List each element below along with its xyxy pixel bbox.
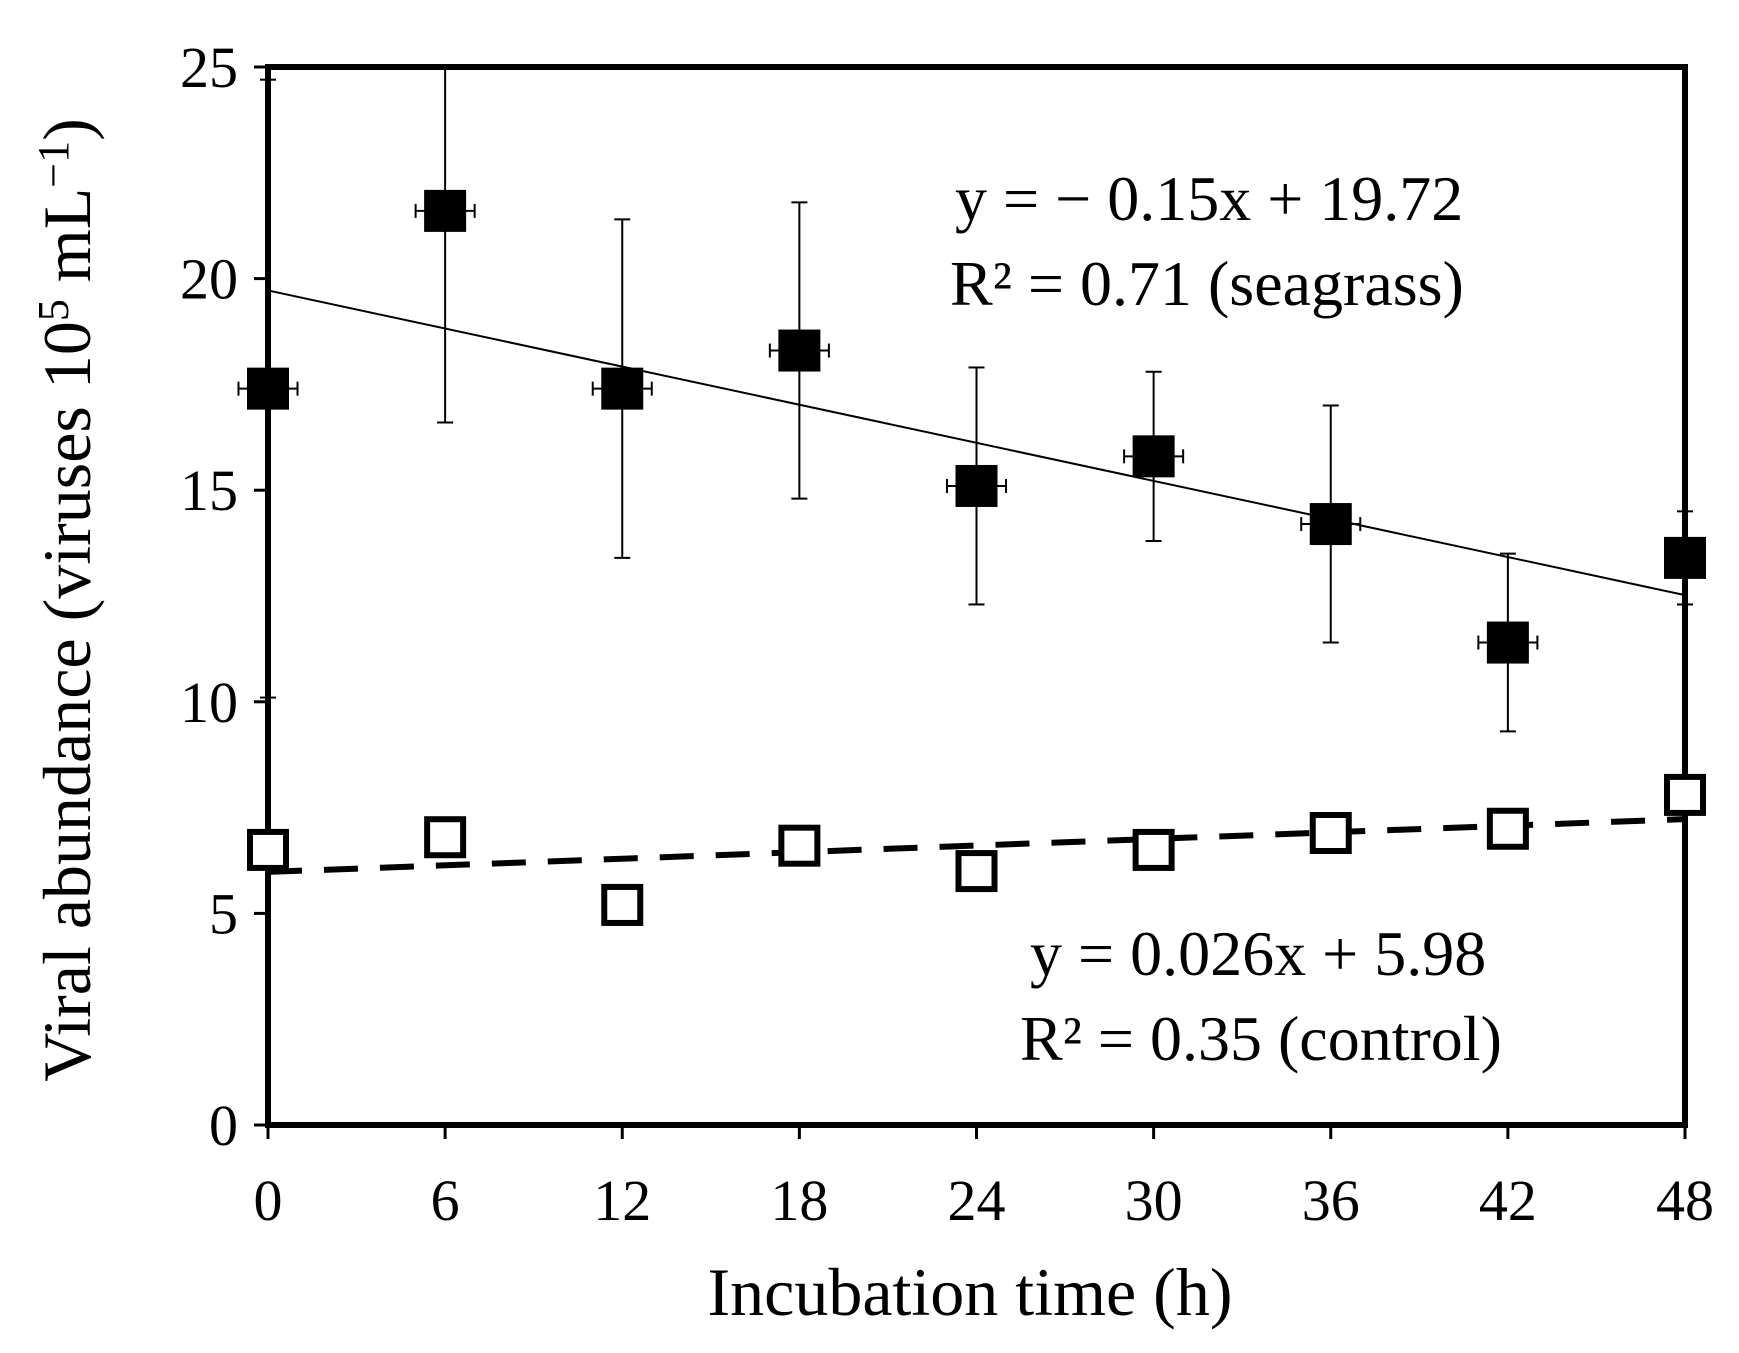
x-axis-title: Incubation time (h)	[708, 1254, 1233, 1330]
x-axis-ticks: 0 6 12 18 24 30 36 42 48	[254, 1125, 1714, 1233]
y-tick-label: 25	[180, 35, 238, 100]
control-point	[778, 824, 821, 867]
control-r2: R² = 0.35 (control)	[1020, 1003, 1502, 1074]
seagrass-equation: y = − 0.15x + 19.72	[955, 163, 1463, 234]
control-point	[1486, 807, 1529, 850]
y-axis-title: Viral abundance (viruses 105 mL−1)	[29, 118, 105, 1082]
seagrass-point	[1132, 435, 1175, 478]
x-tick-label: 24	[948, 1168, 1006, 1233]
y-axis-ticks: 0 5 10 15 20 25	[180, 35, 268, 1158]
x-tick-label: 48	[1656, 1168, 1714, 1233]
y-tick-label: 0	[209, 1093, 238, 1158]
y-axis-title-mid: mL	[29, 188, 105, 299]
x-tick-label: 36	[1302, 1168, 1360, 1233]
x-tick-label: 6	[431, 1168, 460, 1233]
x-tick-label: 30	[1125, 1168, 1183, 1233]
x-tick-label: 42	[1479, 1168, 1537, 1233]
y-tick-label: 10	[180, 670, 238, 735]
seagrass-r2: R² = 0.71 (seagrass)	[950, 248, 1464, 319]
seagrass-point	[424, 189, 467, 232]
data-markers	[247, 189, 1706, 926]
y-axis-title-sup2: −1	[29, 141, 78, 188]
control-point	[1664, 773, 1706, 816]
control-point	[247, 828, 289, 871]
x-tick-label: 0	[254, 1168, 283, 1233]
seagrass-point	[778, 329, 821, 372]
control-trend-line	[267, 816, 1686, 875]
seagrass-point	[1664, 536, 1706, 579]
seagrass-point	[1486, 621, 1529, 664]
seagrass-point	[247, 367, 289, 410]
seagrass-point	[955, 464, 998, 507]
y-tick-label: 20	[180, 247, 238, 312]
x-tick-label: 18	[770, 1168, 828, 1233]
y-axis-title-sup1: 5	[29, 299, 78, 321]
x-tick-label: 12	[593, 1168, 651, 1233]
control-point	[424, 816, 467, 859]
seagrass-point	[601, 367, 644, 410]
control-point	[955, 850, 998, 893]
y-axis-title-end: )	[29, 118, 105, 141]
seagrass-point	[1309, 503, 1352, 546]
y-axis-title-base: Viral abundance (viruses 10	[29, 321, 105, 1082]
y-tick-label: 5	[209, 881, 238, 946]
control-point	[1309, 811, 1352, 854]
control-point	[601, 883, 644, 926]
y-tick-label: 15	[180, 458, 238, 523]
control-point	[1132, 828, 1175, 871]
control-equation: y = 0.026x + 5.98	[1030, 918, 1486, 989]
